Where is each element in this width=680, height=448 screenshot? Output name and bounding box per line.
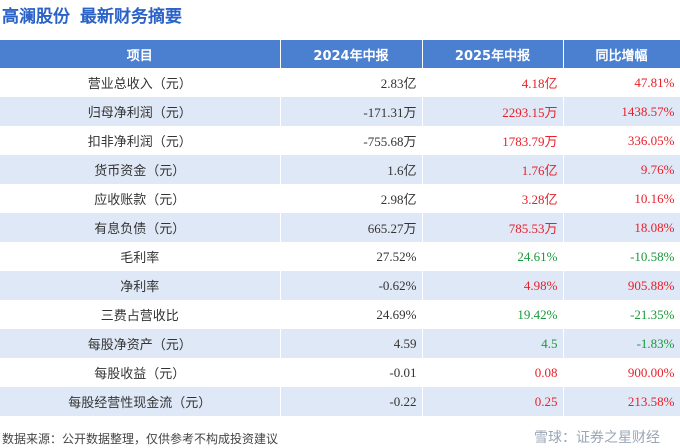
cell-value: 665.27万 bbox=[280, 213, 423, 242]
column-header: 2025年中报 bbox=[422, 40, 564, 68]
cell-value: -1.83% bbox=[563, 329, 680, 358]
cell-value: -171.31万 bbox=[280, 97, 423, 126]
table-row: 归母净利润（元） -171.31万 2293.15万 1438.57% bbox=[0, 97, 680, 126]
cell-value: 19.42% bbox=[422, 300, 564, 329]
cell-value: 1.6亿 bbox=[280, 155, 423, 184]
cell-value: 336.05% bbox=[563, 126, 680, 155]
table-row: 营业总收入（元） 2.83亿 4.18亿 47.81% bbox=[0, 68, 680, 97]
row-label: 归母净利润（元） bbox=[0, 97, 281, 126]
row-label: 应收账款（元） bbox=[0, 184, 281, 213]
row-label: 有息负债（元） bbox=[0, 213, 281, 242]
cell-value: 1.76亿 bbox=[422, 155, 564, 184]
cell-value: -0.62% bbox=[280, 271, 423, 300]
cell-value: 900.00% bbox=[563, 358, 680, 387]
cell-value: 2.98亿 bbox=[280, 184, 423, 213]
cell-value: 905.88% bbox=[563, 271, 680, 300]
cell-value: 1438.57% bbox=[563, 97, 680, 126]
table-row: 有息负债（元） 665.27万 785.53万 18.08% bbox=[0, 213, 680, 242]
cell-value: -21.35% bbox=[563, 300, 680, 329]
column-header: 2024年中报 bbox=[280, 40, 423, 68]
row-label: 扣非净利润（元） bbox=[0, 126, 281, 155]
cell-value: 47.81% bbox=[563, 68, 680, 97]
row-label: 毛利率 bbox=[0, 242, 281, 271]
column-header: 项目 bbox=[0, 40, 281, 68]
cell-value: 18.08% bbox=[563, 213, 680, 242]
header-row: 项目 2024年中报 2025年中报 同比增幅 bbox=[0, 40, 680, 68]
cell-value: 9.76% bbox=[563, 155, 680, 184]
cell-value: 1783.79万 bbox=[422, 126, 564, 155]
table-row: 应收账款（元） 2.98亿 3.28亿 10.16% bbox=[0, 184, 680, 213]
table-row: 净利率 -0.62% 4.98% 905.88% bbox=[0, 271, 680, 300]
row-label: 营业总收入（元） bbox=[0, 68, 281, 97]
cell-value: 3.28亿 bbox=[422, 184, 564, 213]
cell-value: 27.52% bbox=[280, 242, 423, 271]
cell-value: -10.58% bbox=[563, 242, 680, 271]
cell-value: 213.58% bbox=[563, 387, 680, 416]
row-label: 货币资金（元） bbox=[0, 155, 281, 184]
cell-value: 10.16% bbox=[563, 184, 680, 213]
table-row: 三费占营收比 24.69% 19.42% -21.35% bbox=[0, 300, 680, 329]
title: 高澜股份 最新财务摘要 bbox=[2, 2, 182, 27]
summary-table: 项目 2024年中报 2025年中报 同比增幅 营业总收入（元） 2.83亿 4.18亿 4… bbox=[0, 40, 680, 416]
cell-value: 4.18亿 bbox=[422, 68, 564, 97]
cell-value: 2.83亿 bbox=[280, 68, 423, 97]
brand-mark: 雪球：证券之星财经 bbox=[534, 430, 660, 446]
cell-value: -755.68万 bbox=[280, 126, 423, 155]
cell-value: 0.25 bbox=[422, 387, 564, 416]
cell-value: -0.22 bbox=[280, 387, 423, 416]
cell-value: 4.5 bbox=[422, 329, 564, 358]
table-row: 每股净资产（元） 4.59 4.5 -1.83% bbox=[0, 329, 680, 358]
row-label: 三费占营收比 bbox=[0, 300, 281, 329]
column-header: 同比增幅 bbox=[563, 40, 680, 68]
table-row: 扣非净利润（元） -755.68万 1783.79万 336.05% bbox=[0, 126, 680, 155]
cell-value: 24.69% bbox=[280, 300, 423, 329]
cell-value: -0.01 bbox=[280, 358, 423, 387]
table-row: 货币资金（元） 1.6亿 1.76亿 9.76% bbox=[0, 155, 680, 184]
source-note: 数据来源：公开数据整理，仅供参考不构成投资建议 bbox=[2, 432, 279, 446]
cell-value: 785.53万 bbox=[422, 213, 564, 242]
cell-value: 4.98% bbox=[422, 271, 564, 300]
cell-value: 0.08 bbox=[422, 358, 564, 387]
table-row: 每股经营性现金流（元） -0.22 0.25 213.58% bbox=[0, 387, 680, 416]
table-row: 每股收益（元） -0.01 0.08 900.00% bbox=[0, 358, 680, 387]
row-label: 每股收益（元） bbox=[0, 358, 281, 387]
table-body: 营业总收入（元） 2.83亿 4.18亿 47.81% 归母净利润（元） -171.31万… bbox=[0, 68, 680, 416]
row-label: 每股净资产（元） bbox=[0, 329, 281, 358]
cell-value: 4.59 bbox=[280, 329, 423, 358]
report-title: 最新财务摘要 bbox=[80, 7, 182, 27]
company-name: 高澜股份 bbox=[2, 7, 70, 27]
table-row: 毛利率 27.52% 24.61% -10.58% bbox=[0, 242, 680, 271]
cell-value: 2293.15万 bbox=[422, 97, 564, 126]
row-label: 净利率 bbox=[0, 271, 281, 300]
cell-value: 24.61% bbox=[422, 242, 564, 271]
row-label: 每股经营性现金流（元） bbox=[0, 387, 281, 416]
